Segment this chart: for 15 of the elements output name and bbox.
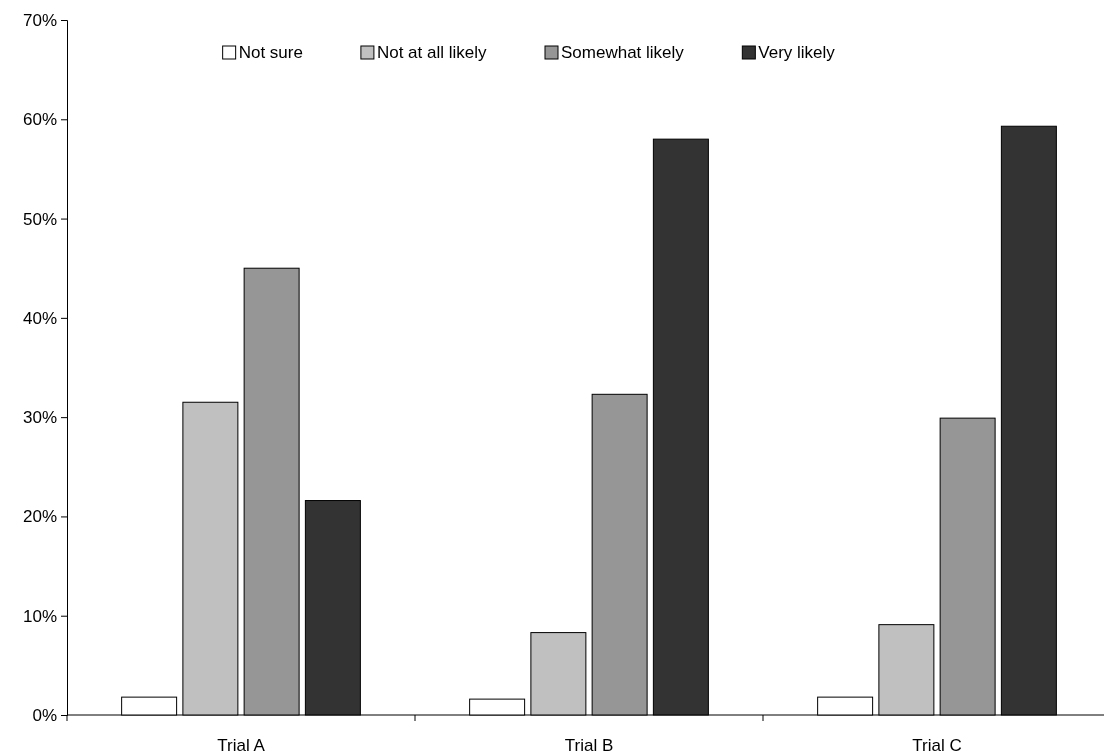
y-tick-label: 70% [22,10,57,30]
y-tick-label: 0% [32,705,57,725]
x-tick-label: Trial B [564,736,614,751]
y-tick-label: 20% [22,507,57,527]
legend-label: Not sure [238,42,303,62]
legend-label: Not at all likely [376,42,487,62]
x-tick-label: Trial C [912,736,962,751]
y-tick-label: 40% [22,308,57,328]
y-tick-label: 60% [22,110,57,130]
legend-label: Very likely [758,42,836,62]
x-tick-label: Trial A [217,736,266,751]
y-tick-label: 30% [22,408,57,428]
legend-label: Somewhat likely [561,42,685,62]
y-tick-label: 10% [22,606,57,626]
y-tick-label: 50% [22,209,57,229]
